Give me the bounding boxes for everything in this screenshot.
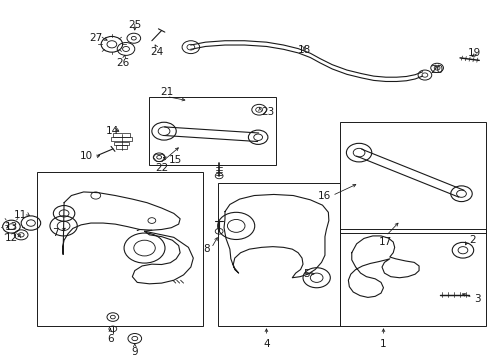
Text: 6: 6	[107, 334, 114, 344]
Text: 26: 26	[116, 58, 129, 68]
Bar	[114, 141, 129, 145]
Text: 15: 15	[168, 155, 182, 165]
Text: 2: 2	[468, 235, 474, 245]
Text: 3: 3	[473, 294, 479, 304]
Text: 4: 4	[263, 338, 269, 348]
Bar	[149, 97, 276, 165]
Text: 18: 18	[297, 45, 310, 55]
Text: 5: 5	[303, 269, 309, 279]
Bar	[116, 145, 127, 149]
Text: 23: 23	[261, 107, 274, 117]
Text: 19: 19	[467, 48, 480, 58]
Text: 22: 22	[155, 163, 168, 174]
Text: 21: 21	[160, 87, 173, 97]
Text: 7: 7	[53, 228, 59, 238]
Text: 13: 13	[4, 222, 18, 231]
Text: 17: 17	[379, 237, 392, 247]
Text: 12: 12	[4, 233, 18, 243]
Bar	[217, 183, 339, 326]
Text: 25: 25	[128, 21, 141, 30]
Text: 20: 20	[429, 65, 443, 75]
Bar	[339, 229, 485, 326]
Text: 1: 1	[379, 338, 386, 348]
Text: 11: 11	[14, 210, 27, 220]
Text: 14: 14	[106, 126, 119, 136]
Text: 27: 27	[89, 33, 102, 43]
Bar	[113, 133, 130, 136]
Text: 8: 8	[203, 244, 210, 254]
Text: 16: 16	[317, 190, 330, 201]
Text: 24: 24	[150, 47, 163, 57]
Text: 9: 9	[131, 347, 138, 357]
Bar	[339, 122, 485, 233]
Text: 10: 10	[80, 151, 93, 161]
Bar	[37, 172, 203, 326]
Bar	[111, 137, 132, 141]
